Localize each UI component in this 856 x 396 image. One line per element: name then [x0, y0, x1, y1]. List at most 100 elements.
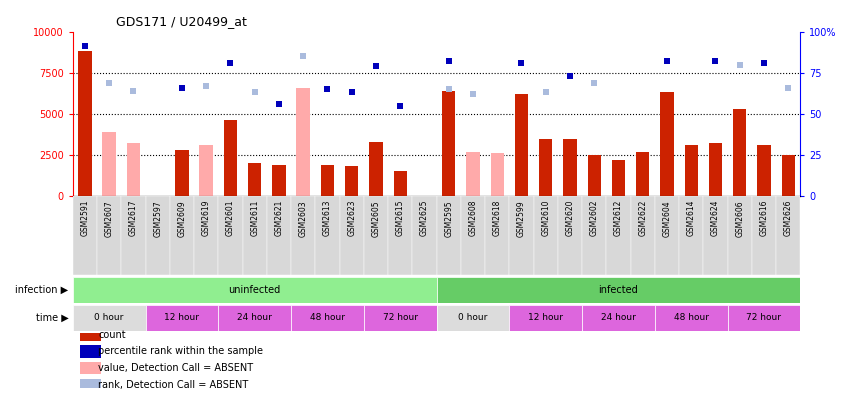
Text: value, Detection Call = ABSENT: value, Detection Call = ABSENT — [98, 363, 253, 373]
Text: GSM2597: GSM2597 — [153, 200, 162, 236]
Bar — [73, 277, 437, 303]
Bar — [728, 196, 752, 275]
Text: GSM2607: GSM2607 — [104, 200, 114, 236]
Bar — [103, 132, 116, 196]
Bar — [655, 196, 679, 275]
Bar — [369, 142, 383, 196]
Text: GSM2613: GSM2613 — [323, 200, 332, 236]
Text: GSM2615: GSM2615 — [395, 200, 405, 236]
Bar — [218, 196, 242, 275]
Text: GSM2616: GSM2616 — [759, 200, 769, 236]
Text: GSM2606: GSM2606 — [735, 200, 744, 236]
Bar — [345, 166, 359, 196]
Bar — [728, 305, 800, 331]
Bar — [80, 345, 101, 358]
Bar — [685, 145, 698, 196]
Bar — [248, 163, 261, 196]
Text: GSM2604: GSM2604 — [663, 200, 671, 236]
Bar — [146, 196, 169, 275]
Bar — [606, 196, 631, 275]
Text: GSM2609: GSM2609 — [177, 200, 187, 236]
Text: GSM2617: GSM2617 — [129, 200, 138, 236]
Text: 72 hour: 72 hour — [746, 313, 782, 322]
Bar — [199, 145, 213, 196]
Text: GSM2624: GSM2624 — [711, 200, 720, 236]
Text: 24 hour: 24 hour — [237, 313, 272, 322]
Bar — [340, 196, 364, 275]
Text: GSM2612: GSM2612 — [614, 200, 623, 236]
Bar — [80, 362, 101, 374]
Bar — [752, 196, 776, 275]
Bar — [437, 196, 461, 275]
Text: infection ▶: infection ▶ — [15, 285, 68, 295]
Text: uninfected: uninfected — [229, 285, 281, 295]
Bar — [223, 120, 237, 196]
Text: GSM2602: GSM2602 — [590, 200, 598, 236]
Bar — [709, 143, 722, 196]
Bar — [582, 305, 655, 331]
Text: GSM2591: GSM2591 — [80, 200, 89, 236]
Bar — [291, 305, 364, 331]
Bar — [73, 305, 146, 331]
Bar — [660, 93, 674, 196]
Bar — [442, 91, 455, 196]
Bar — [242, 196, 267, 275]
Text: 0 hour: 0 hour — [458, 313, 488, 322]
Bar — [388, 196, 413, 275]
Text: GSM2622: GSM2622 — [639, 200, 647, 236]
Text: rank, Detection Call = ABSENT: rank, Detection Call = ABSENT — [98, 380, 248, 390]
Text: GSM2614: GSM2614 — [687, 200, 696, 236]
Bar — [267, 196, 291, 275]
Text: GSM2601: GSM2601 — [226, 200, 235, 236]
Text: 12 hour: 12 hour — [164, 313, 199, 322]
Text: GSM2611: GSM2611 — [250, 200, 259, 236]
Bar — [514, 94, 528, 196]
Bar — [776, 196, 800, 275]
Bar — [175, 150, 188, 196]
Text: GSM2626: GSM2626 — [784, 200, 793, 236]
Text: percentile rank within the sample: percentile rank within the sample — [98, 346, 264, 356]
Bar — [169, 196, 194, 275]
Bar — [364, 305, 437, 331]
Text: 48 hour: 48 hour — [674, 313, 709, 322]
Bar — [679, 196, 704, 275]
Text: GSM2603: GSM2603 — [299, 200, 307, 236]
Text: GSM2595: GSM2595 — [444, 200, 453, 236]
Bar — [467, 152, 479, 196]
Text: GSM2623: GSM2623 — [348, 200, 356, 236]
Bar — [563, 139, 577, 196]
Bar — [587, 155, 601, 196]
Bar — [558, 196, 582, 275]
Text: GSM2619: GSM2619 — [202, 200, 211, 236]
Bar — [272, 165, 286, 196]
Bar — [80, 379, 101, 391]
Bar — [655, 305, 728, 331]
Bar — [485, 196, 509, 275]
Bar — [122, 196, 146, 275]
Text: GSM2621: GSM2621 — [275, 200, 283, 236]
Bar — [97, 196, 122, 275]
Bar — [146, 305, 218, 331]
Bar — [437, 277, 800, 303]
Text: 72 hour: 72 hour — [383, 313, 418, 322]
Bar — [733, 109, 746, 196]
Bar — [78, 51, 92, 196]
Bar — [539, 139, 552, 196]
Bar — [73, 196, 97, 275]
Text: GDS171 / U20499_at: GDS171 / U20499_at — [116, 15, 247, 28]
Text: count: count — [98, 330, 126, 340]
Text: 24 hour: 24 hour — [601, 313, 636, 322]
Text: GSM2599: GSM2599 — [517, 200, 526, 236]
Bar — [612, 160, 625, 196]
Bar — [461, 196, 485, 275]
Bar — [194, 196, 218, 275]
Bar — [782, 155, 795, 196]
Text: GSM2618: GSM2618 — [493, 200, 502, 236]
Bar — [582, 196, 606, 275]
Bar — [636, 152, 650, 196]
Bar — [364, 196, 388, 275]
Bar — [437, 305, 509, 331]
Bar — [296, 163, 310, 196]
Text: GSM2605: GSM2605 — [372, 200, 380, 236]
Bar — [758, 145, 770, 196]
